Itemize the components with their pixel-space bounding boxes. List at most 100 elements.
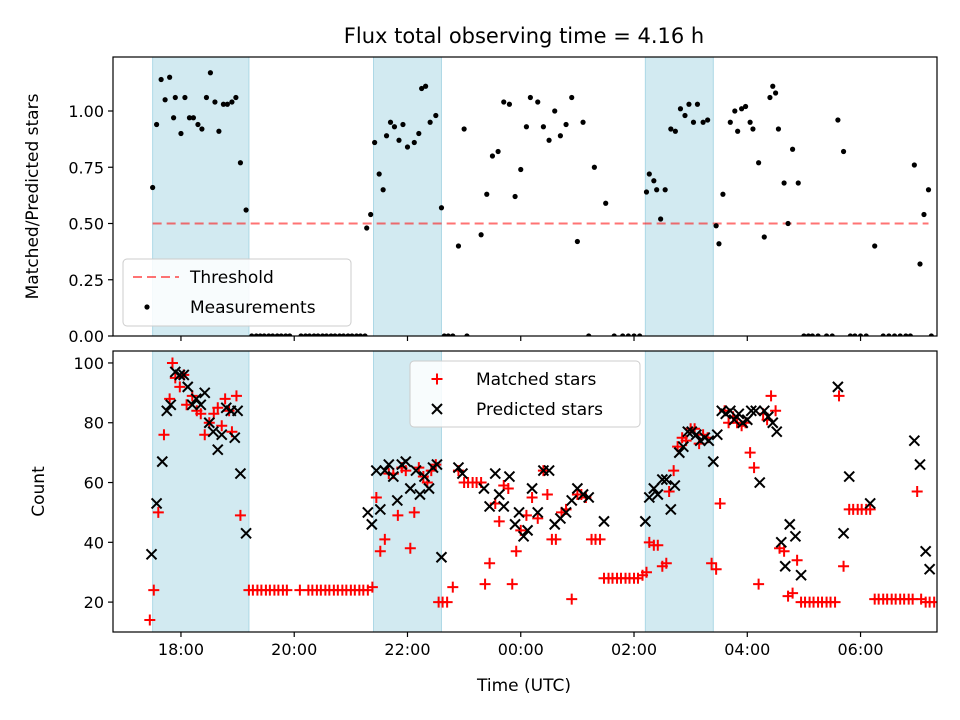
- count-panel: 18:00 20:00 22:00 00:00 02:00 04:00 06:00 20 40 6…: [29, 350, 938, 659]
- measurement-point: [237, 160, 244, 166]
- measurement-point: [863, 333, 869, 336]
- measurement-point: [852, 333, 858, 336]
- measurement-point: [376, 171, 382, 177]
- predicted-stars-point: [669, 479, 681, 492]
- measurement-point: [897, 333, 903, 336]
- matched-stars-point: [833, 390, 845, 402]
- measurement-point: [349, 333, 355, 336]
- predicted-stars-point: [234, 467, 247, 480]
- measurement-point: [620, 333, 626, 336]
- predicted-stars-point: [493, 488, 505, 501]
- x-tick-label: 20:00: [271, 640, 317, 659]
- measurement-point: [172, 94, 178, 101]
- measurement-point: [742, 103, 749, 110]
- measurement-point: [713, 223, 719, 229]
- matched-stars-point: [281, 584, 293, 596]
- measurement-point: [311, 333, 317, 336]
- measurement-point: [391, 124, 398, 130]
- predicted-stars-point: [370, 464, 383, 477]
- predicted-stars-point: [767, 417, 779, 429]
- matched-stars-point: [493, 515, 505, 527]
- measurement-point: [690, 119, 697, 125]
- predicted-stars-point: [231, 405, 244, 417]
- matched-stars-point: [911, 486, 923, 497]
- predicted-stars-point: [374, 503, 387, 516]
- matched-stars-point: [400, 465, 412, 477]
- predicted-stars-point: [418, 470, 431, 483]
- measurement-point: [911, 162, 917, 168]
- measurement-point: [643, 189, 650, 195]
- measurement-point: [770, 83, 776, 89]
- predicted-stars-point: [648, 482, 660, 495]
- predicted-stars-point: [521, 524, 534, 537]
- matched-stars-point: [158, 429, 170, 441]
- legend-measurement-swatch: [144, 304, 150, 310]
- matched-stars-point: [748, 462, 760, 474]
- measurement-point: [445, 333, 451, 336]
- predicted-stars-point: [229, 431, 241, 444]
- legend-box: [409, 360, 641, 428]
- measurement-point: [527, 94, 533, 101]
- x-tick-label: 22:00: [384, 640, 430, 659]
- matched-stars-point: [366, 581, 378, 593]
- matched-stars-point: [199, 429, 211, 441]
- measurement-point: [747, 119, 753, 125]
- y-tick-label: 40: [84, 533, 104, 552]
- measurement-point: [772, 90, 779, 96]
- measurement-point: [249, 333, 255, 336]
- measurement-point: [362, 333, 368, 336]
- measurement-point: [220, 101, 227, 107]
- predicted-stars-point: [404, 482, 417, 495]
- matched-stars-point: [144, 614, 156, 626]
- measurement-point: [315, 333, 321, 336]
- measurement-point: [261, 333, 267, 336]
- measurement-point: [353, 333, 360, 336]
- measurement-point: [270, 333, 276, 336]
- predicted-stars-point: [182, 381, 194, 393]
- matched-stars-point: [652, 539, 664, 551]
- matched-stars-point: [706, 557, 718, 569]
- measurement-point: [450, 333, 456, 336]
- measurement-point: [478, 232, 484, 238]
- measurement-point: [501, 99, 507, 105]
- predicted-stars-point: [923, 563, 936, 575]
- ratio-panel: 0.00 0.25 0.50 0.75 1.00 Matched/Predicted st…: [23, 56, 938, 346]
- matched-stars-point: [753, 578, 765, 590]
- measurement-point: [658, 216, 664, 222]
- measurement-point: [557, 133, 563, 139]
- measurement-point: [433, 112, 439, 119]
- measurement-point: [203, 94, 210, 101]
- predicted-stars-point: [435, 551, 448, 563]
- measurement-point: [727, 119, 733, 125]
- measurement-point: [162, 97, 168, 103]
- predicted-stars-point: [503, 470, 516, 483]
- data-points: [144, 357, 937, 626]
- matched-stars-point: [174, 381, 186, 393]
- measurement-point: [229, 99, 235, 105]
- observing-window-shade: [152, 350, 250, 633]
- measurement-point: [207, 70, 214, 76]
- measurement-point: [716, 241, 722, 247]
- matched-stars-point: [166, 357, 178, 369]
- x-tick-label: 00:00: [498, 640, 544, 659]
- predicted-stars-point: [532, 506, 544, 519]
- predicted-stars-point: [682, 426, 694, 438]
- measurement-point: [781, 180, 787, 186]
- measurement-point: [574, 238, 580, 245]
- predicted-stars-point: [513, 506, 525, 519]
- measurement-point: [829, 333, 835, 336]
- measurement-point: [739, 106, 745, 112]
- measurement-point: [332, 333, 338, 336]
- measurement-point: [455, 243, 462, 249]
- measurement-point: [775, 126, 782, 132]
- measurement-point: [216, 128, 222, 134]
- measurement-point: [886, 333, 892, 336]
- predicted-stars-point: [914, 458, 926, 471]
- matched-stars-point: [169, 372, 181, 384]
- predicted-stars-point: [724, 405, 736, 417]
- measurement-point: [872, 243, 878, 249]
- predicted-stars-point: [431, 458, 443, 471]
- matched-stars-point: [404, 542, 416, 554]
- matched-stars-point: [714, 497, 726, 509]
- predicted-stars-point: [383, 458, 395, 471]
